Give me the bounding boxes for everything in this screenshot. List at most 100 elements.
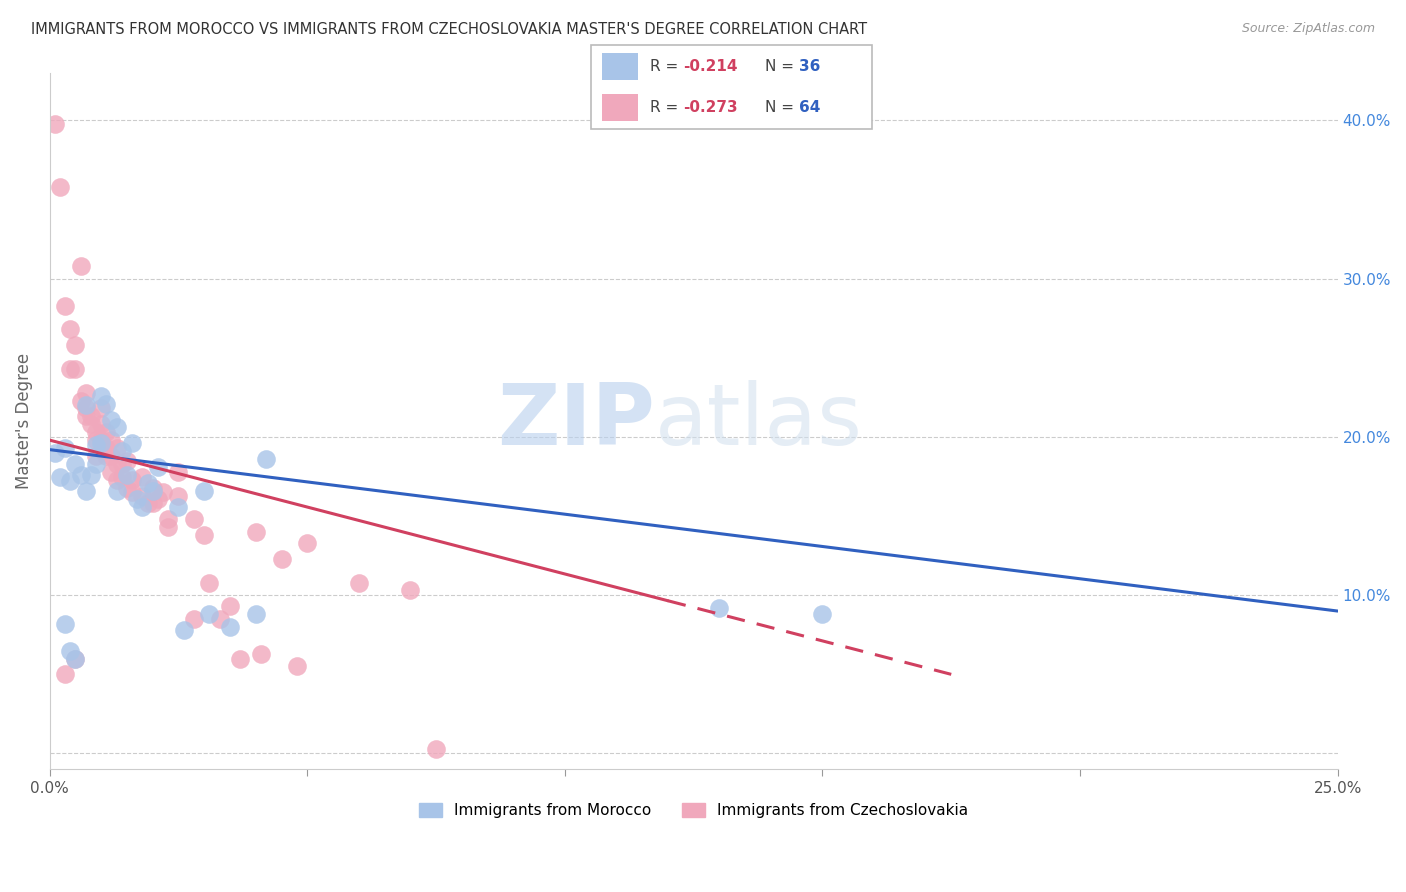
Point: [84, 433, 107, 447]
Point: [219, 599, 242, 614]
Text: R =: R =: [650, 59, 683, 74]
Point: [198, 575, 221, 590]
Text: Source: ZipAtlas.com: Source: ZipAtlas.com: [1241, 22, 1375, 36]
Point: [90, 433, 112, 447]
Point: [219, 620, 242, 634]
Point: [96, 425, 118, 440]
Point: [105, 420, 128, 434]
Point: [84, 438, 107, 452]
Point: [105, 457, 128, 471]
Point: [90, 389, 112, 403]
Text: 36: 36: [799, 59, 820, 74]
Point: [709, 600, 731, 615]
Point: [254, 452, 277, 467]
Point: [297, 536, 319, 550]
Point: [198, 607, 221, 622]
Text: -0.214: -0.214: [683, 59, 738, 74]
Point: [75, 483, 97, 498]
Point: [90, 436, 112, 450]
Text: R =: R =: [650, 100, 683, 115]
Point: [208, 612, 231, 626]
Point: [59, 643, 82, 657]
Point: [136, 496, 159, 510]
Text: -0.273: -0.273: [683, 100, 738, 115]
Point: [100, 433, 122, 447]
Y-axis label: Master's Degree: Master's Degree: [15, 353, 32, 489]
Point: [100, 449, 122, 463]
Point: [285, 659, 308, 673]
Point: [69, 259, 91, 273]
Point: [157, 520, 180, 534]
Point: [121, 485, 143, 500]
Point: [183, 612, 205, 626]
Point: [245, 607, 267, 622]
Point: [65, 457, 87, 471]
Point: [100, 465, 122, 479]
Point: [115, 481, 138, 495]
Point: [65, 362, 87, 376]
Point: [193, 528, 215, 542]
Point: [167, 489, 190, 503]
Point: [84, 457, 107, 471]
Point: [111, 457, 134, 471]
Point: [96, 397, 118, 411]
Point: [425, 741, 447, 756]
Text: atlas: atlas: [655, 380, 863, 463]
Point: [347, 575, 370, 590]
Bar: [602, 54, 638, 80]
Point: [142, 483, 165, 498]
Point: [152, 485, 174, 500]
Point: [270, 551, 292, 566]
Point: [65, 338, 87, 352]
Point: [142, 496, 165, 510]
FancyBboxPatch shape: [591, 45, 872, 129]
Point: [69, 467, 91, 482]
Point: [80, 409, 103, 424]
Point: [111, 444, 134, 458]
Point: [59, 322, 82, 336]
Point: [53, 299, 76, 313]
Point: [183, 512, 205, 526]
Legend: Immigrants from Morocco, Immigrants from Czechoslovakia: Immigrants from Morocco, Immigrants from…: [413, 797, 974, 824]
Point: [121, 473, 143, 487]
Point: [75, 398, 97, 412]
Point: [49, 180, 72, 194]
Point: [84, 425, 107, 440]
Point: [146, 460, 169, 475]
Point: [84, 449, 107, 463]
Point: [53, 667, 76, 681]
Point: [811, 607, 834, 622]
Point: [167, 465, 190, 479]
Point: [75, 385, 97, 400]
Point: [49, 469, 72, 483]
Point: [96, 449, 118, 463]
Point: [146, 491, 169, 506]
Point: [44, 446, 66, 460]
Point: [90, 417, 112, 432]
Text: N =: N =: [765, 59, 799, 74]
Point: [111, 469, 134, 483]
Point: [131, 469, 153, 483]
Point: [105, 441, 128, 455]
Point: [250, 647, 273, 661]
Point: [399, 583, 422, 598]
Point: [96, 441, 118, 455]
Point: [80, 417, 103, 432]
Point: [193, 483, 215, 498]
Text: IMMIGRANTS FROM MOROCCO VS IMMIGRANTS FROM CZECHOSLOVAKIA MASTER'S DEGREE CORREL: IMMIGRANTS FROM MOROCCO VS IMMIGRANTS FR…: [31, 22, 868, 37]
Point: [80, 467, 103, 482]
Text: ZIP: ZIP: [498, 380, 655, 463]
Point: [105, 473, 128, 487]
Point: [69, 393, 91, 408]
Point: [100, 412, 122, 426]
Point: [115, 453, 138, 467]
Point: [136, 475, 159, 490]
Point: [131, 500, 153, 514]
Point: [173, 623, 195, 637]
Point: [127, 491, 149, 506]
Point: [44, 117, 66, 131]
Point: [245, 524, 267, 539]
Point: [157, 512, 180, 526]
Point: [105, 483, 128, 498]
Point: [229, 651, 252, 665]
